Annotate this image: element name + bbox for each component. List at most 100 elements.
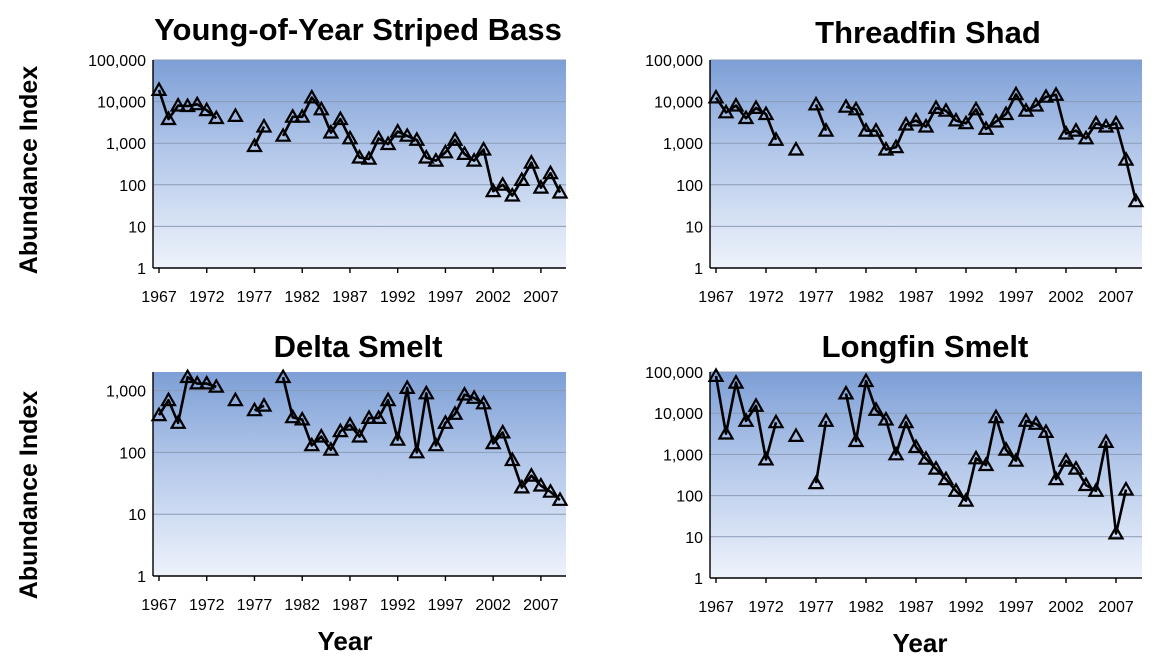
data-point-marker: [867, 121, 885, 137]
data-point-marker: [887, 138, 905, 154]
y-tick-label: 100: [119, 178, 146, 195]
x-tick-label: 1972: [189, 289, 225, 306]
data-point-marker: [523, 153, 540, 169]
series-line: [714, 96, 778, 141]
data-point-marker: [977, 456, 995, 472]
data-point-marker: [150, 81, 168, 97]
x-tick-label: 1977: [798, 599, 834, 616]
data-point-marker: [303, 88, 321, 104]
plot-background: [710, 372, 1142, 578]
data-point-marker: [303, 436, 321, 452]
data-point-marker: [1047, 470, 1065, 486]
data-point-marker: [389, 431, 407, 446]
data-point-marker: [987, 408, 1005, 424]
data-point-marker: [927, 99, 945, 115]
y-tick-label: 100,000: [645, 365, 703, 382]
data-point-marker: [1057, 452, 1075, 467]
x-tick-label: 1982: [284, 597, 320, 614]
data-point-marker: [207, 378, 225, 393]
data-point-marker: [551, 183, 569, 199]
data-point-marker: [767, 413, 785, 429]
data-point-marker: [837, 98, 855, 113]
chart-title: Threadfin Shad: [815, 15, 1041, 50]
data-point-marker: [513, 171, 531, 186]
x-tick-label: 2007: [1098, 289, 1134, 306]
data-point-marker: [188, 95, 206, 111]
data-point-marker: [997, 440, 1015, 456]
data-point-marker: [1107, 114, 1125, 130]
y-axis-label: Abundance Index: [15, 66, 43, 274]
x-tick-label: 1972: [748, 289, 784, 306]
data-point-marker: [707, 367, 725, 383]
data-point-marker: [747, 397, 765, 412]
data-point-marker: [312, 427, 330, 443]
data-point-marker: [1037, 423, 1055, 439]
data-point-marker: [1087, 482, 1105, 497]
data-point-marker: [160, 391, 177, 407]
data-point-marker: [417, 148, 435, 164]
data-point-marker: [947, 482, 965, 497]
data-point-marker: [717, 424, 735, 440]
data-point-marker: [246, 137, 263, 153]
plot-area: 1 10 100 1,000 10,000 100,000 1967 1972 1977 1982…: [645, 365, 1142, 616]
data-point-marker: [351, 148, 368, 164]
data-point-marker: [255, 117, 273, 133]
data-point-marker: [312, 100, 330, 116]
data-point-marker: [917, 117, 935, 133]
y-tick-label: 1,000: [106, 136, 146, 153]
x-tick-label: 1977: [237, 289, 273, 306]
data-point-marker: [1057, 124, 1075, 140]
data-point-marker: [897, 413, 915, 429]
data-point-marker: [227, 391, 244, 407]
data-point-marker: [169, 414, 187, 429]
data-point-marker: [179, 368, 197, 384]
data-point-marker: [465, 151, 483, 167]
x-tick-label: 1972: [748, 599, 784, 616]
y-tick-label: 100: [676, 178, 703, 195]
data-point-marker: [787, 427, 805, 443]
x-tick-label: 1987: [898, 289, 934, 306]
data-point-marker: [360, 150, 378, 165]
data-point-marker: [1007, 452, 1025, 467]
y-tick-label: 1: [694, 261, 703, 278]
x-tick-label: 1967: [141, 289, 177, 306]
data-point-marker: [169, 96, 187, 112]
y-tick-label: 100,000: [645, 53, 703, 70]
data-point-marker: [207, 109, 225, 125]
data-point-marker: [857, 372, 875, 388]
data-point-marker: [437, 414, 454, 429]
data-point-marker: [877, 410, 895, 426]
data-point-marker: [737, 109, 755, 125]
data-point-marker: [398, 127, 416, 142]
data-point-marker: [717, 103, 735, 119]
data-point-marker: [1047, 86, 1065, 101]
y-tick-label: 10: [128, 219, 146, 236]
data-point-marker: [1007, 85, 1025, 101]
data-point-marker: [787, 140, 805, 156]
chart-title: Longfin Smelt: [822, 329, 1029, 364]
data-point-marker: [150, 406, 168, 422]
data-point-marker: [737, 412, 755, 427]
data-point-marker: [408, 443, 426, 459]
data-point-marker: [465, 389, 483, 404]
x-tick-label: 1987: [332, 597, 368, 614]
data-point-marker: [767, 131, 785, 146]
data-point-marker: [542, 164, 559, 180]
data-point-marker: [1017, 412, 1035, 427]
chart-svg-longfin-smelt: Longfin Smelt 1 10 100 1,000 10,000 100,000 19…: [645, 329, 1142, 658]
data-point-marker: [937, 470, 955, 486]
data-point-marker: [274, 127, 292, 142]
data-point-marker: [927, 459, 945, 475]
data-point-marker: [160, 110, 177, 126]
data-point-marker: [398, 379, 416, 395]
data-point-marker: [1027, 415, 1045, 430]
plot-area: 1 10 100 1,000 10,000 100,000 1967 1972 1977 1982…: [645, 53, 1145, 306]
x-tick-label: 1992: [948, 289, 984, 306]
x-tick-label: 1987: [898, 599, 934, 616]
data-point-marker: [198, 374, 216, 390]
x-tick-label: 1997: [428, 597, 464, 614]
data-point-marker: [1107, 524, 1125, 540]
y-tick-label: 1,000: [106, 384, 146, 401]
x-tick-label: 1967: [698, 599, 734, 616]
